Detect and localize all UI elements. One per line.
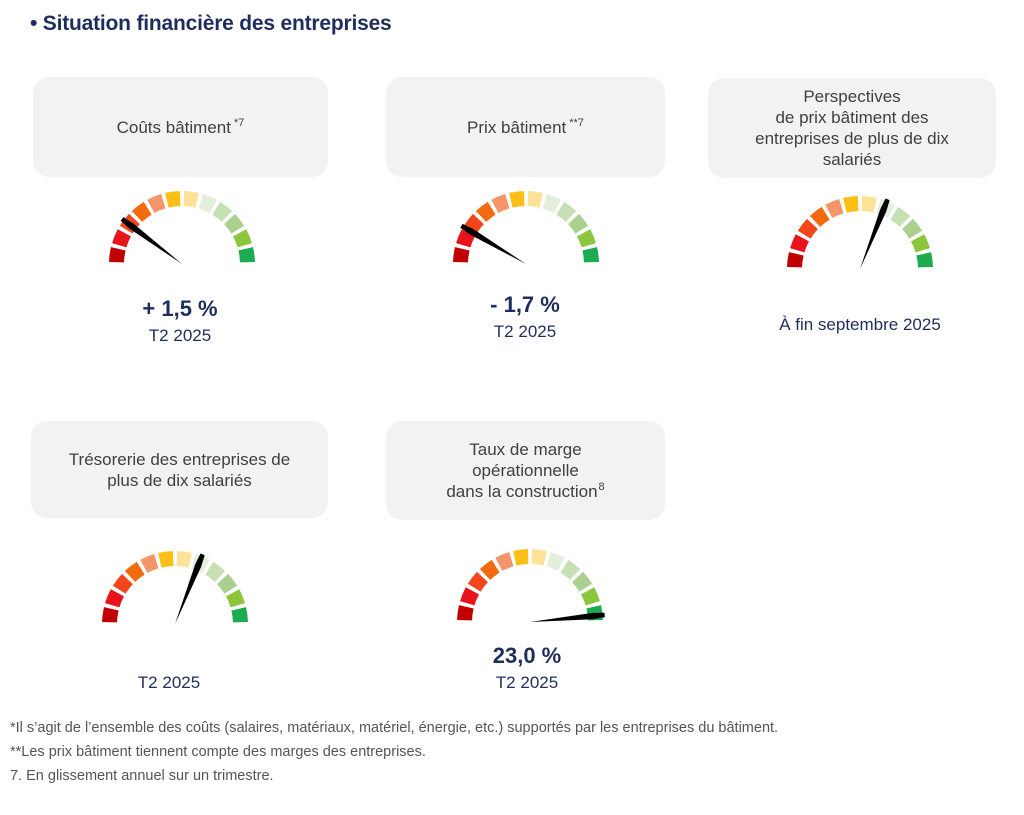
footnote-ref: 8	[598, 481, 605, 493]
gauge-segment	[198, 194, 217, 213]
indicator-label: Prix bâtiment	[467, 117, 567, 137]
gauge-segment	[158, 551, 174, 568]
gauge-segment	[911, 234, 930, 253]
gauge-segment	[165, 191, 181, 208]
gauge-needle	[860, 198, 890, 269]
indicator-label-box: Coûts bâtiment *7	[33, 77, 328, 177]
gauge	[787, 196, 933, 269]
indicator-value: + 1,5 %	[142, 296, 218, 321]
gauge	[453, 191, 599, 264]
gauge-segment	[147, 194, 166, 213]
footnote-ref: **7	[569, 116, 584, 129]
gauge-segment	[131, 201, 152, 222]
gauge-segment	[176, 551, 192, 568]
gauge-segment	[109, 247, 126, 263]
gauge-needle	[530, 612, 605, 622]
footnote: **Les prix bâtiment tiennent compte des …	[10, 744, 426, 760]
gauge-segment	[475, 201, 496, 222]
gauge-segment	[226, 589, 245, 608]
footnote-ref: *7	[233, 116, 245, 129]
gauge-needle	[120, 217, 182, 264]
indicator-label-box: Trésorerie des entreprises de plus de di…	[31, 421, 328, 518]
gauge-segment	[513, 549, 529, 566]
footnote: *Il s’agit de l’ensemble des coûts (sala…	[10, 720, 779, 736]
indicator-label: Coûts bâtiment	[116, 117, 231, 137]
gauge-segment	[456, 229, 475, 248]
footnote: 7. En glissement annuel sur un trimestre…	[10, 768, 274, 784]
gauge-segment	[790, 234, 809, 253]
indicator-label-box: Prix bâtiment **7	[386, 77, 665, 177]
gauge-segment	[577, 229, 596, 248]
indicator-label-box: Taux de marge opérationnelle dans la con…	[386, 421, 665, 520]
gauge-segment	[787, 252, 804, 268]
gauge	[109, 191, 255, 264]
indicator-value: - 1,7 %	[490, 292, 560, 317]
footnotes: *Il s’agit de l’ensemble des coûts (sala…	[10, 718, 870, 790]
gauge-segment	[495, 552, 514, 571]
gauge-segment	[105, 589, 124, 608]
gauge-segment	[460, 587, 479, 606]
gauge-segment	[124, 561, 145, 582]
gauge-segment	[233, 229, 252, 248]
gauge-segment	[231, 607, 248, 623]
indicator-period: T2 2025	[148, 326, 212, 345]
gauge-segment	[560, 559, 581, 580]
indicator-label: Trésorerie des entreprises de plus de di…	[68, 449, 291, 490]
indicator-period: T2 2025	[493, 322, 557, 341]
gauge-segment	[212, 201, 233, 222]
gauge-segment	[902, 218, 923, 239]
gauge-segment	[491, 194, 510, 213]
gauge-segment	[112, 229, 131, 248]
indicator-period: T2 2025	[137, 673, 201, 692]
gauge-segment	[542, 194, 561, 213]
gauge-segment	[825, 199, 844, 218]
gauge-segment	[112, 573, 133, 594]
gauge-needle	[460, 223, 526, 264]
section-title: • Situation financière des entreprises	[30, 12, 392, 35]
gauge-segment	[568, 213, 589, 234]
gauge-segment	[102, 607, 119, 623]
gauge-segment	[890, 206, 911, 227]
indicator-period: À fin septembre 2025	[779, 315, 941, 334]
indicator-label: Taux de marge opérationnelle dans la con…	[446, 440, 598, 501]
gauge-segment	[843, 196, 859, 213]
indicator-value: 23,0 %	[492, 643, 562, 668]
indicator-label-box: Perspectives de prix bâtiment des entrep…	[708, 78, 996, 178]
gauge-segment	[581, 587, 600, 606]
indicator-period: T2 2025	[495, 673, 559, 692]
gauge-segment	[556, 201, 577, 222]
gauge-segment	[916, 252, 933, 268]
gauge-segment	[217, 573, 238, 594]
gauge-segment	[453, 247, 470, 263]
gauge	[457, 549, 605, 622]
gauge-segment	[205, 561, 226, 582]
gauge-segment	[467, 571, 488, 592]
gauge-segment	[183, 191, 199, 208]
gauge-segment	[861, 196, 877, 213]
gauge-segment	[238, 247, 255, 263]
gauge-segment	[531, 549, 547, 566]
gauge-segment	[479, 559, 500, 580]
gauge-segment	[527, 191, 543, 208]
gauge-segment	[457, 605, 474, 621]
gauge-segment	[140, 554, 159, 573]
gauge-segment	[809, 206, 830, 227]
indicator-label: Perspectives de prix bâtiment des entrep…	[755, 87, 949, 169]
gauge-segment	[546, 552, 565, 571]
gauge	[102, 551, 248, 624]
gauge-segment	[572, 571, 593, 592]
gauge-needle	[175, 553, 205, 624]
gauge-segment	[224, 213, 245, 234]
gauge-segment	[509, 191, 525, 208]
gauge-segment	[797, 218, 818, 239]
gauge-segment	[582, 247, 599, 263]
